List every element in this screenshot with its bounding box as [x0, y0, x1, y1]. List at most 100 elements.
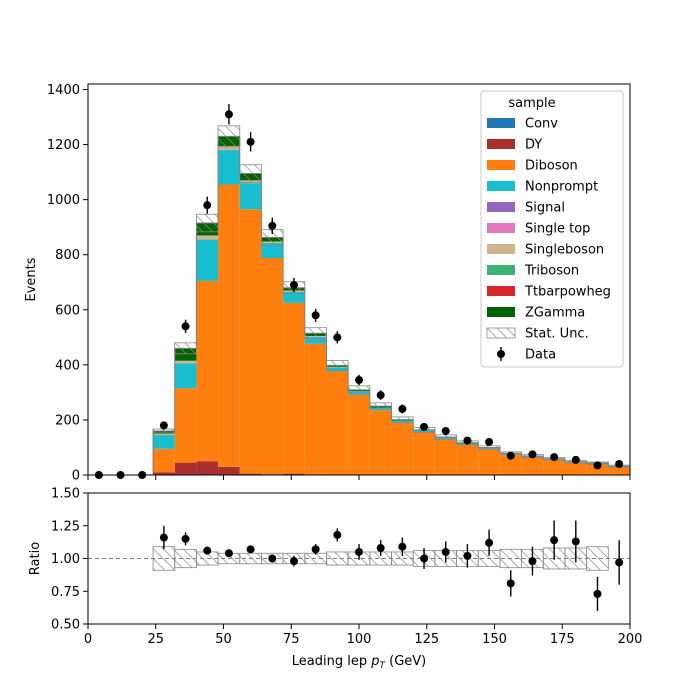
bar-singleboson-bin-6 — [218, 145, 240, 151]
bar-diboson-bin-3 — [153, 448, 175, 473]
legend-title: sample — [508, 96, 555, 111]
ratio-panel: 0.50 0.75 1.00 1.25 1.50 0 25 50 75 100 125 150 175… — [28, 487, 642, 672]
ratio-xtick-label-6: 150 — [482, 632, 507, 647]
main-ytick-label-3: 600 — [55, 303, 80, 318]
ratio-point-17 — [528, 557, 537, 566]
ratio-point-3 — [224, 549, 233, 558]
ratio-point-15 — [485, 538, 494, 547]
bar-nonprompt-bin-10 — [304, 336, 327, 344]
data-point-13 — [376, 391, 385, 400]
ratio-point-2 — [203, 546, 212, 555]
ratio-point-6 — [289, 557, 298, 566]
main-ytick-label-0: 0 — [72, 469, 80, 484]
data-point-14 — [398, 404, 407, 413]
bar-diboson-bin-6 — [218, 184, 240, 467]
x-axis-label: Leading lep pT (GeV) — [292, 654, 426, 671]
data-point-21 — [550, 453, 559, 462]
ratio-point-14 — [463, 551, 472, 560]
bar-diboson-bin-13 — [369, 410, 392, 475]
main-ytick-label-2: 400 — [55, 358, 80, 373]
bar-diboson-bin-10 — [304, 343, 327, 475]
data-points — [94, 104, 624, 479]
total-stack-outline — [88, 135, 630, 475]
ratio-point-16 — [506, 579, 515, 588]
ratio-point-4 — [246, 545, 255, 554]
bar-singleboson-bin-4 — [174, 360, 197, 364]
ratio-axes-frame — [87, 492, 631, 625]
ratio-point-8 — [333, 530, 342, 539]
bar-diboson-bin-9 — [283, 302, 305, 474]
data-point-15 — [420, 422, 429, 431]
data-point-8 — [268, 221, 277, 230]
main-ytick-label-7: 1400 — [47, 83, 80, 98]
bar-nonprompt-bin-6 — [218, 150, 240, 185]
ratio-ytick-label-3: 1.25 — [51, 519, 80, 534]
bar-diboson-bin-19 — [499, 454, 522, 475]
ratio-point-10 — [376, 544, 385, 553]
bar-diboson-bin-20 — [521, 457, 544, 475]
bar-dy-bin-3 — [153, 472, 175, 475]
ratio-point-9 — [355, 547, 363, 556]
bar-diboson-bin-15 — [413, 432, 435, 475]
bar-diboson-bin-22 — [564, 462, 587, 475]
legend-label-6: Singleboson — [525, 243, 604, 258]
legend-swatch-7 — [487, 265, 515, 275]
ratio-point-13 — [441, 547, 450, 556]
legend-label-9: ZGamma — [525, 306, 585, 321]
ratio-band-bin-3 — [152, 546, 176, 571]
legend-label-7: Triboson — [524, 264, 579, 279]
ratio-point-20 — [593, 589, 602, 598]
bar-singleboson-bin-3 — [153, 433, 175, 436]
bar-nonprompt-bin-7 — [239, 183, 262, 210]
bar-dy-bin-6 — [218, 466, 240, 475]
bar-diboson-bin-14 — [391, 422, 414, 475]
legend-label-3: Nonprompt — [525, 180, 598, 195]
ratio-xtick-label-8: 200 — [618, 632, 643, 647]
data-point-23 — [593, 461, 602, 470]
ratio-point-18 — [550, 536, 559, 545]
legend-swatch-0 — [487, 118, 515, 128]
legend-frame — [480, 90, 624, 368]
ratio-y-ticks: 0.50 0.75 1.00 1.25 1.50 — [51, 487, 88, 633]
ratio-point-7 — [311, 545, 320, 554]
legend-swatch-5 — [487, 223, 515, 233]
ratio-xtick-label-3: 75 — [283, 632, 300, 647]
legend-swatch-9 — [487, 307, 515, 317]
data-point-5 — [203, 201, 212, 210]
bar-diboson-bin-18 — [478, 448, 500, 475]
ratio-ytick-label-1: 0.75 — [51, 585, 80, 600]
data-point-10 — [311, 311, 320, 320]
ratio-xtick-label-5: 125 — [414, 632, 439, 647]
ratio-xtick-label-1: 25 — [147, 632, 164, 647]
legend-label-data: Data — [525, 348, 556, 363]
data-point-7 — [246, 137, 255, 146]
main-panel: 0 200 400 600 800 1000 1200 1400 Events sample C… — [24, 83, 631, 484]
legend-swatch-3 — [487, 181, 515, 191]
bar-diboson-bin-8 — [261, 258, 284, 475]
ratio-xtick-label-4: 100 — [347, 632, 372, 647]
ratio-points — [159, 520, 624, 611]
bar-dy-bin-4 — [174, 462, 197, 475]
legend-swatch-1 — [487, 139, 515, 149]
bar-diboson-bin-16 — [434, 439, 457, 475]
ratio-ytick-label-4: 1.50 — [51, 487, 80, 502]
bar-diboson-bin-4 — [174, 388, 197, 463]
ratio-ytick-label-0: 0.50 — [51, 618, 80, 633]
data-point-16 — [441, 426, 450, 435]
ratio-ytick-label-2: 1.00 — [51, 552, 80, 567]
ratio-xtick-label-2: 50 — [215, 632, 232, 647]
data-point-4 — [181, 322, 190, 331]
main-ytick-label-5: 1000 — [47, 193, 80, 208]
data-point-24 — [615, 459, 624, 468]
bar-nonprompt-bin-5 — [196, 239, 219, 281]
data-point-17 — [463, 436, 472, 445]
bar-dy-bin-5 — [196, 461, 219, 475]
data-point-12 — [355, 376, 363, 385]
bar-dy-bin-7 — [239, 473, 262, 475]
data-point-6 — [224, 110, 233, 119]
bar-diboson-bin-24 — [608, 466, 630, 475]
legend-label-5: Single top — [525, 222, 590, 237]
main-ytick-label-1: 200 — [55, 413, 80, 428]
ratio-point-1 — [181, 534, 190, 543]
